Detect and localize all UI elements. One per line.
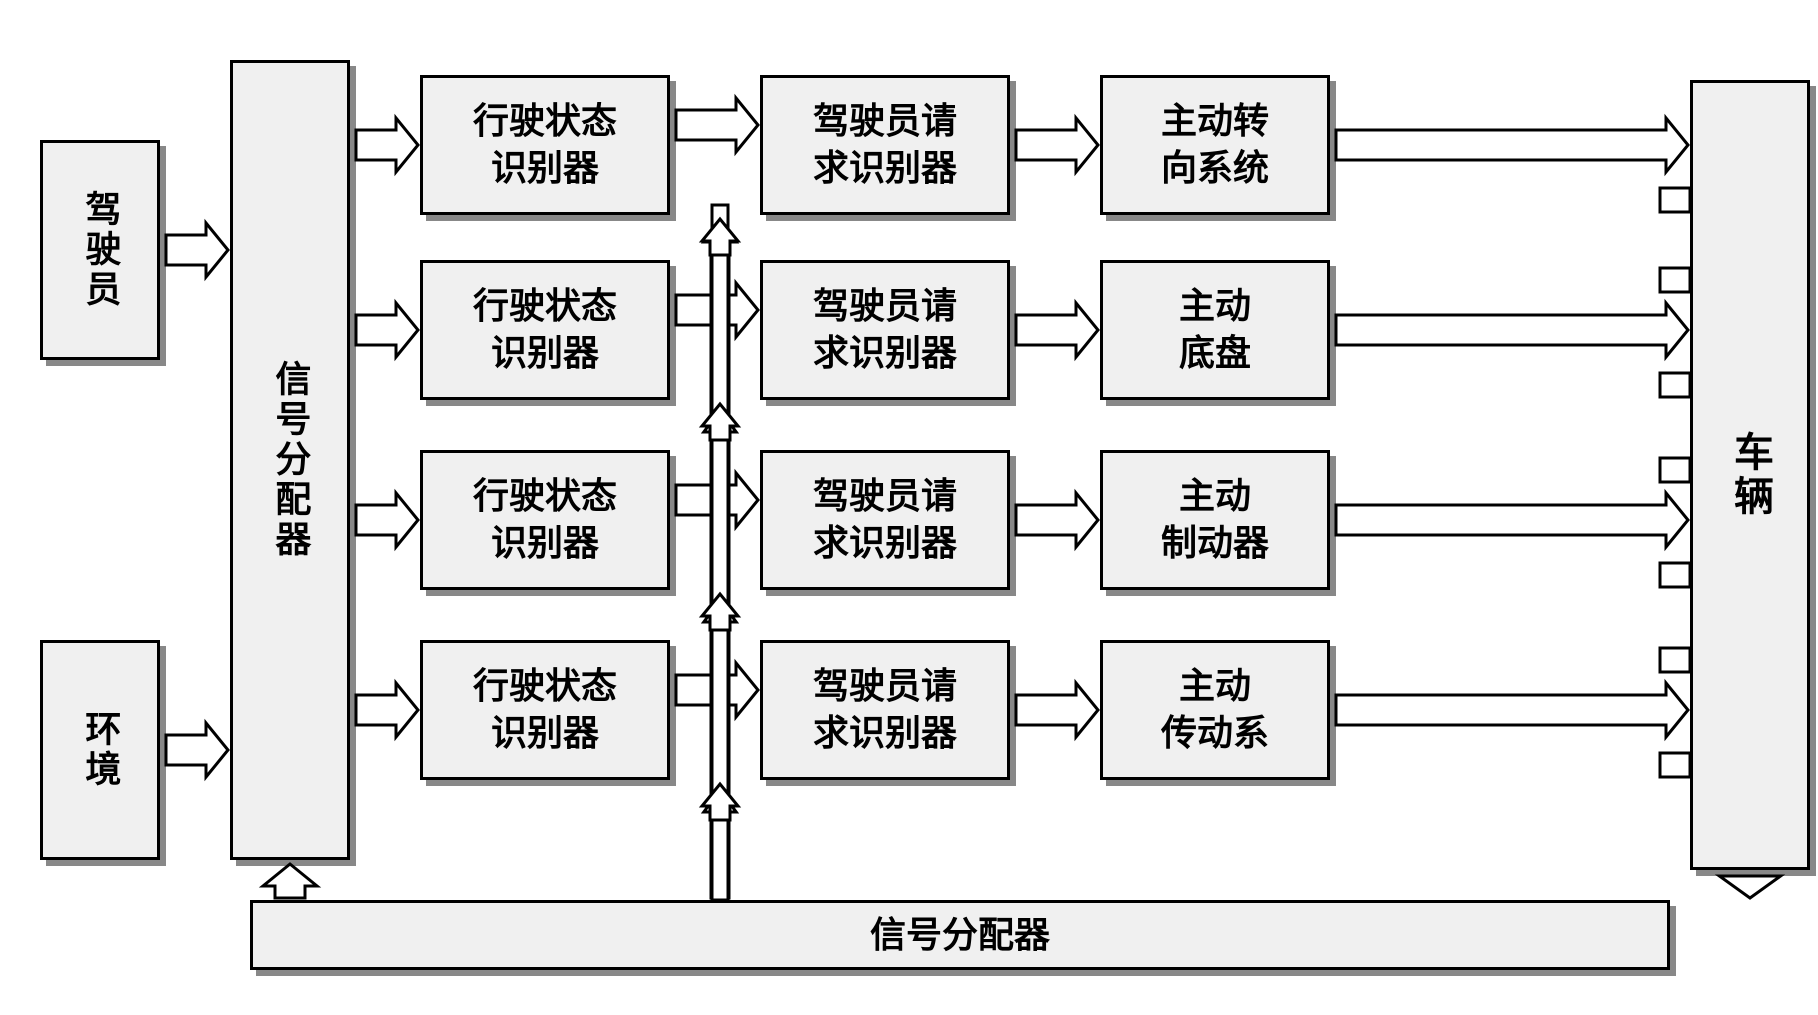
- node-request-recognizer-4: 驾驶员请 求识别器: [760, 640, 1010, 780]
- node-label: 驾驶员: [77, 190, 124, 310]
- node-state-recognizer-4: 行驶状态 识别器: [420, 640, 670, 780]
- node-label: 行驶状态 识别器: [473, 473, 617, 567]
- node-active-steering: 主动转 向系统: [1100, 75, 1330, 215]
- node-state-recognizer-2: 行驶状态 识别器: [420, 260, 670, 400]
- node-request-recognizer-1: 驾驶员请 求识别器: [760, 75, 1010, 215]
- node-label: 驾驶员请 求识别器: [813, 473, 957, 567]
- node-label: 驾驶员请 求识别器: [813, 283, 957, 377]
- node-state-recognizer-1: 行驶状态 识别器: [420, 75, 670, 215]
- node-signal-distributor-bottom: 信号分配器: [250, 900, 1670, 970]
- node-label: 驾驶员请 求识别器: [813, 98, 957, 192]
- flowchart-diagram: 驾驶员 环境 信号分配器 行驶状态 识别器 行驶状态 识别器 行驶状态 识别器 …: [20, 20, 1818, 995]
- node-label: 主动 底盘: [1179, 283, 1251, 377]
- node-request-recognizer-2: 驾驶员请 求识别器: [760, 260, 1010, 400]
- node-request-recognizer-3: 驾驶员请 求识别器: [760, 450, 1010, 590]
- node-label: 信号分配器: [267, 360, 314, 560]
- node-label: 行驶状态 识别器: [473, 663, 617, 757]
- node-label: 行驶状态 识别器: [473, 283, 617, 377]
- node-active-chassis: 主动 底盘: [1100, 260, 1330, 400]
- node-active-brake: 主动 制动器: [1100, 450, 1330, 590]
- node-label: 行驶状态 识别器: [473, 98, 617, 192]
- node-driver: 驾驶员: [40, 140, 160, 360]
- node-label: 主动 制动器: [1161, 473, 1269, 567]
- node-label: 主动 传动系: [1161, 663, 1269, 757]
- node-vehicle: 车辆: [1690, 80, 1810, 870]
- node-label: 环境: [77, 710, 124, 790]
- node-signal-distributor-left: 信号分配器: [230, 60, 350, 860]
- node-label: 主动转 向系统: [1161, 98, 1269, 192]
- node-label: 信号分配器: [870, 912, 1050, 959]
- node-state-recognizer-3: 行驶状态 识别器: [420, 450, 670, 590]
- node-label: 车辆: [1724, 431, 1776, 519]
- node-label: 驾驶员请 求识别器: [813, 663, 957, 757]
- node-environment: 环境: [40, 640, 160, 860]
- node-active-drivetrain: 主动 传动系: [1100, 640, 1330, 780]
